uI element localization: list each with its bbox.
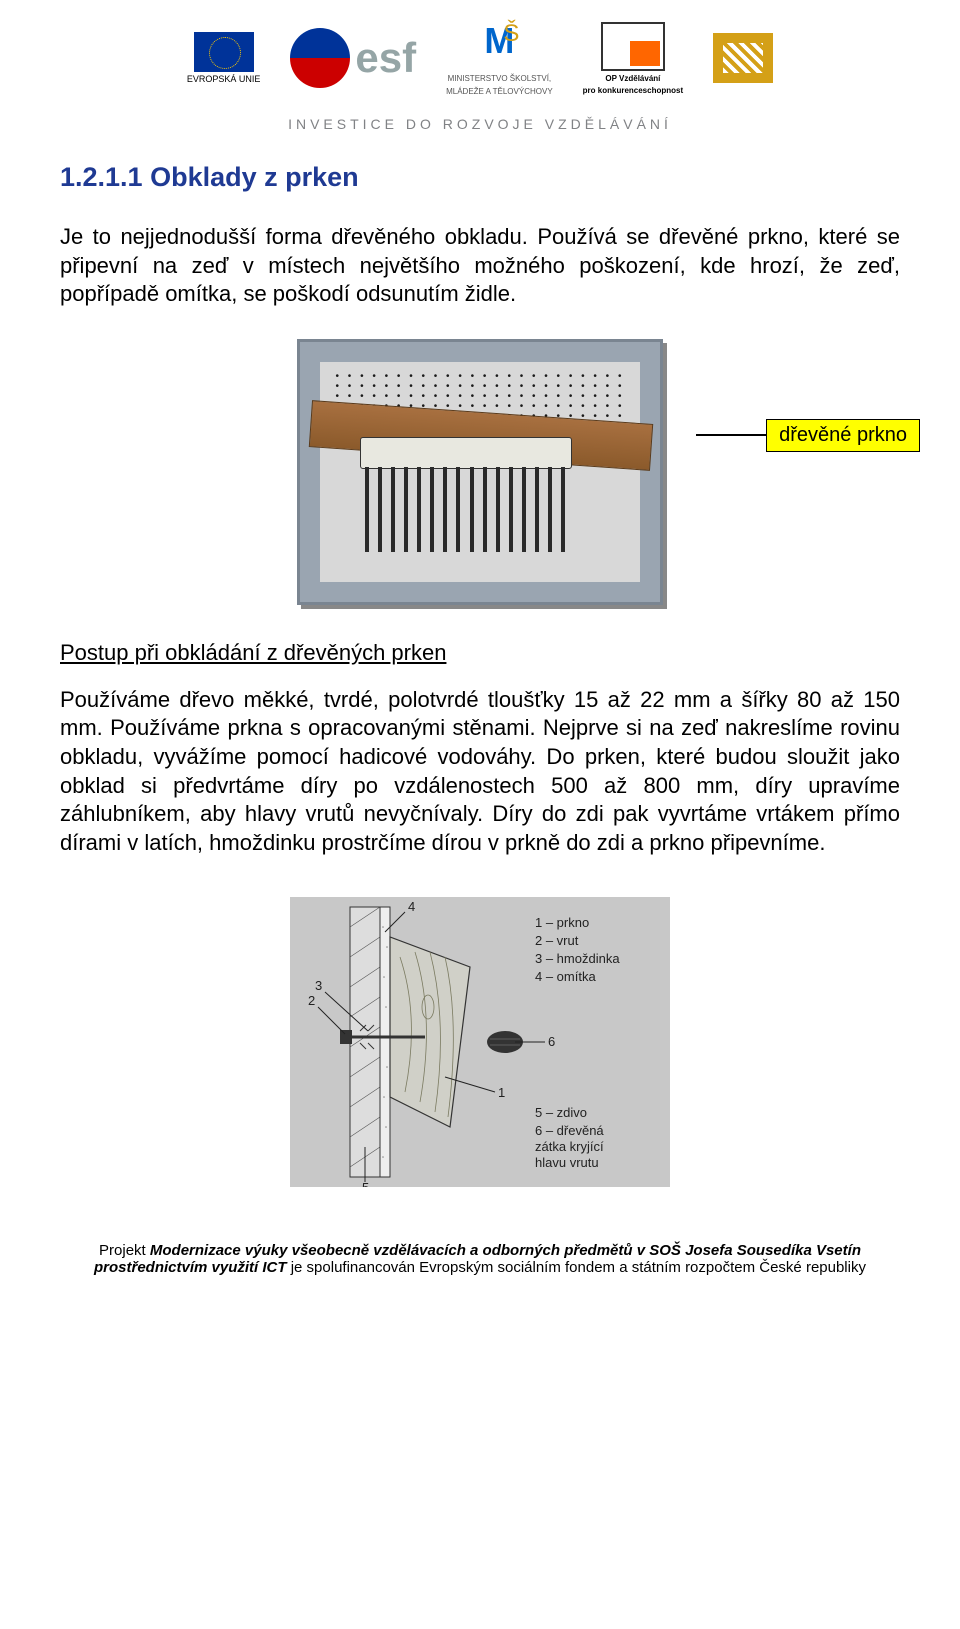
op-line2: pro konkurenceschopnost: [583, 86, 683, 95]
figure-1: • • • • • • • • • • • • • • • • • • • • …: [297, 339, 663, 605]
paragraph-2: Používáme dřevo měkké, tvrdé, polotvrdé …: [60, 686, 900, 858]
num-1: 1: [498, 1085, 505, 1100]
yellow-logo: [713, 33, 773, 83]
legend-2: 2 – vrut: [535, 933, 579, 948]
legend-5: 5 – zdivo: [535, 1105, 587, 1120]
msmt-logo: MŠ MINISTERSTVO ŠKOLSTVÍ, MLÁDEŽE A TĚLO…: [446, 20, 553, 96]
eu-logo: EVROPSKÁ UNIE: [187, 32, 261, 84]
section-heading: 1.2.1.1 Obklady z prken: [60, 162, 900, 193]
callout: dřevěné prkno: [696, 419, 920, 452]
tagline: INVESTICE DO ROZVOJE VZDĚLÁVÁNÍ: [60, 116, 900, 132]
eu-flag-icon: [194, 32, 254, 72]
num-5: 5: [362, 1180, 369, 1187]
yellow-logo-icon: [713, 33, 773, 83]
op-line1: OP Vzdělávání: [605, 74, 660, 83]
figure-2-wrap: 4 2 3 5 1 6 1 – prkno 2 – vrut 3 – hmožd…: [60, 887, 900, 1192]
legend-6a: 6 – dřevěná: [535, 1123, 604, 1138]
document-page: EVROPSKÁ UNIE esf MŠ MINISTERSTVO ŠKOLST…: [0, 0, 960, 1316]
figure-2: 4 2 3 5 1 6 1 – prkno 2 – vrut 3 – hmožd…: [290, 897, 670, 1187]
footer: Projekt Modernizace výuky všeobecně vzdě…: [60, 1242, 900, 1276]
footer-2b: je spolufinancován Evropským sociálním f…: [287, 1259, 866, 1276]
esf-logo: esf: [290, 28, 416, 88]
msmt-line1: MINISTERSTVO ŠKOLSTVÍ,: [448, 74, 552, 83]
num-6: 6: [548, 1034, 555, 1049]
footer-1a: Projekt: [99, 1242, 150, 1259]
msmt-line2: MLÁDEŽE A TĚLOVÝCHOVY: [446, 87, 553, 96]
legend-6c: hlavu vrutu: [535, 1155, 599, 1170]
legend-4: 4 – omítka: [535, 969, 596, 984]
callout-label: dřevěné prkno: [766, 419, 920, 452]
legend-6b: zátka kryjící: [535, 1139, 604, 1154]
subheading: Postup při obkládání z dřevěných prken: [60, 640, 900, 666]
eu-label: EVROPSKÁ UNIE: [187, 74, 261, 84]
footer-2a: prostřednictvím využití ICT: [94, 1259, 287, 1276]
header-logos: EVROPSKÁ UNIE esf MŠ MINISTERSTVO ŠKOLST…: [60, 0, 900, 106]
figure-1-wrap: • • • • • • • • • • • • • • • • • • • • …: [60, 339, 900, 610]
paragraph-1: Je to nejjednodušší forma dřevěného obkl…: [60, 223, 900, 309]
legend-3: 3 – hmoždinka: [535, 951, 620, 966]
op-logo: OP Vzdělávání pro konkurenceschopnost: [583, 22, 683, 95]
footer-1b: Modernizace výuky všeobecně vzdělávacích…: [150, 1242, 861, 1259]
legend-1: 1 – prkno: [535, 915, 589, 930]
num-2: 2: [308, 993, 315, 1008]
esf-text: esf: [355, 34, 416, 82]
esf-man-icon: [290, 28, 350, 88]
op-logo-icon: [601, 22, 665, 71]
num-3: 3: [315, 978, 322, 993]
num-4: 4: [408, 899, 415, 914]
